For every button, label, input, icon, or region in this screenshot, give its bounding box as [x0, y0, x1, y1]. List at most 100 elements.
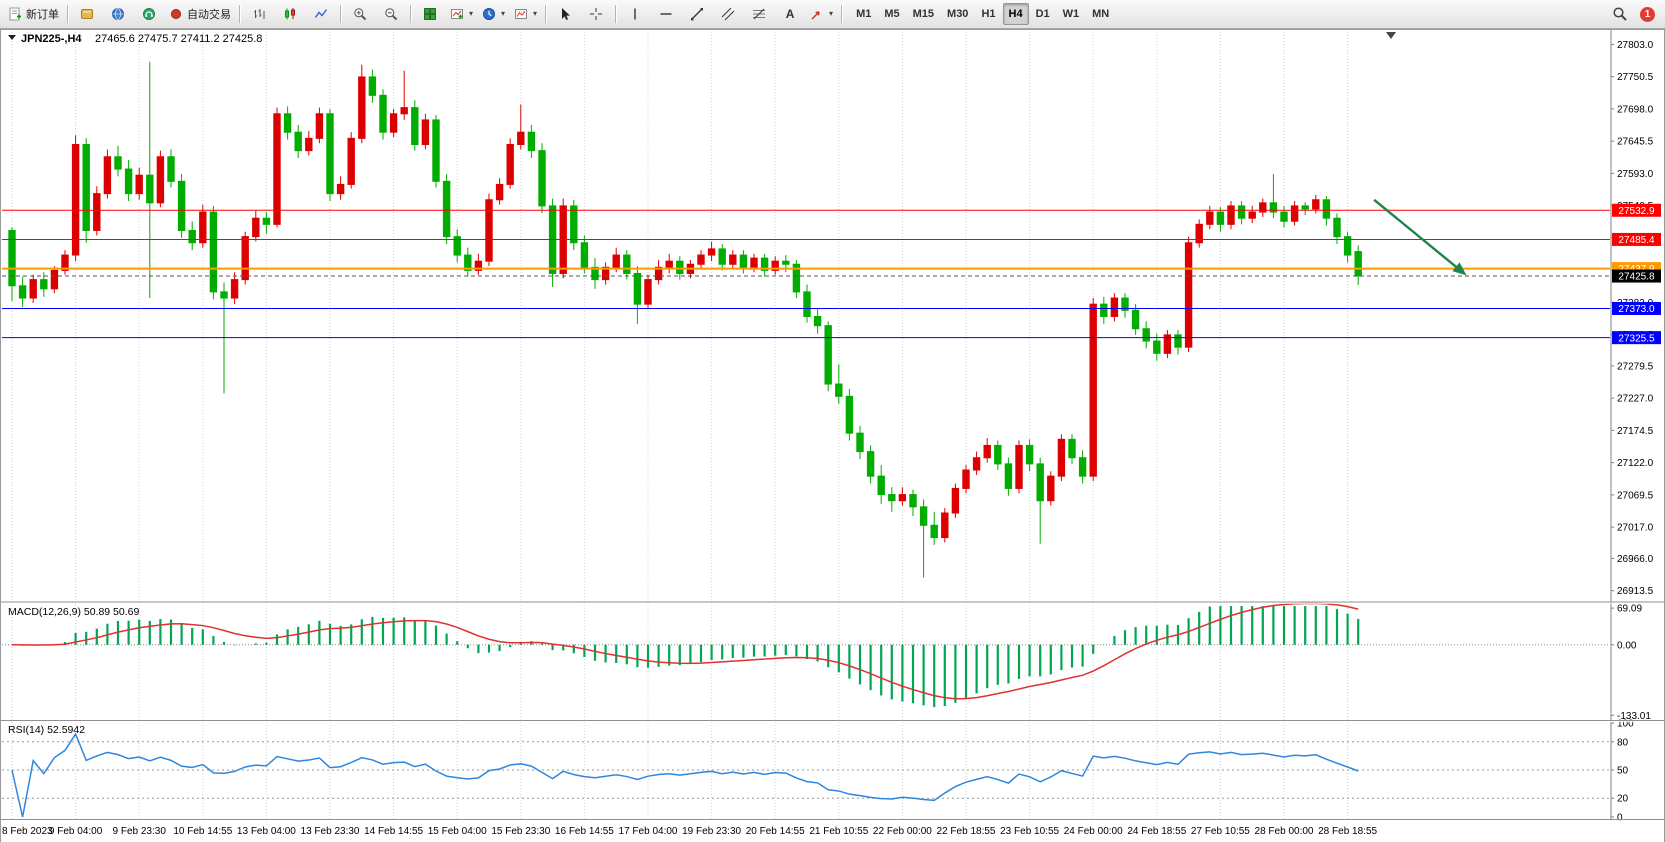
timeframe-h4[interactable]: H4 — [1002, 3, 1029, 25]
svg-text:27373.0: 27373.0 — [1618, 304, 1655, 315]
text-tool-icon: A — [785, 7, 795, 21]
collapse-triangle-icon — [8, 35, 16, 40]
text-tool-button[interactable]: A — [775, 2, 805, 26]
autotrading-button[interactable]: 自动交易 — [165, 2, 235, 26]
svg-text:27698.0: 27698.0 — [1617, 104, 1654, 115]
svg-text:27325.5: 27325.5 — [1618, 333, 1655, 344]
zoom-out-button[interactable] — [376, 2, 406, 26]
svg-text:26966.0: 26966.0 — [1617, 554, 1654, 565]
svg-text:28 Feb 18:55: 28 Feb 18:55 — [1318, 826, 1377, 837]
svg-text:28 Feb 00:00: 28 Feb 00:00 — [1255, 826, 1314, 837]
data-window-button[interactable] — [103, 2, 133, 26]
notification-badge[interactable]: 1 — [1640, 6, 1655, 22]
timeframe-m1[interactable]: M1 — [856, 8, 872, 20]
timeframe-h1[interactable]: H1 — [981, 8, 996, 20]
new-order-label: 新订单 — [26, 9, 59, 21]
fibonacci-tool-button[interactable] — [744, 2, 774, 26]
chart-window: JPN225-,H4 27465.6 27475.7 27411.2 27425.… — [0, 29, 1665, 842]
svg-text:19 Feb 23:30: 19 Feb 23:30 — [682, 826, 741, 837]
cursor-tool-button[interactable] — [550, 2, 580, 26]
chart-shift-marker-icon[interactable] — [1386, 32, 1396, 39]
vertical-line-tool-button[interactable] — [620, 2, 650, 26]
svg-text:100: 100 — [1617, 719, 1634, 730]
svg-text:20 Feb 14:55: 20 Feb 14:55 — [746, 826, 805, 837]
channel-tool-button[interactable] — [713, 2, 743, 26]
horizontal-level-lines[interactable] — [2, 209, 1610, 339]
timeframe-w1[interactable]: W1 — [1062, 8, 1080, 20]
zoom-in-button[interactable] — [345, 2, 375, 26]
market-watch-icon — [81, 9, 93, 19]
candlestick-chart-button[interactable] — [275, 2, 305, 26]
chart-canvas[interactable]: JPN225-,H4 27465.6 27475.7 27411.2 27425.… — [0, 29, 1665, 842]
svg-text:-133.01: -133.01 — [1617, 711, 1651, 722]
templates-button[interactable]: ▾ — [510, 2, 541, 26]
svg-text:27122.0: 27122.0 — [1617, 458, 1654, 469]
svg-text:27 Feb 10:55: 27 Feb 10:55 — [1191, 826, 1250, 837]
trendline-tool-button[interactable] — [682, 2, 712, 26]
chevron-down-icon: ▾ — [829, 9, 834, 18]
autotrading-icon — [171, 9, 181, 19]
toolbar-divider — [410, 5, 411, 23]
timeframe-m5[interactable]: M5 — [884, 8, 900, 20]
timeframe-m30[interactable]: M30 — [947, 8, 969, 20]
toolbar-divider — [239, 5, 240, 23]
crosshair-icon — [590, 8, 603, 20]
periods-button[interactable]: ▾ — [478, 2, 509, 26]
svg-text:22 Feb 00:00: 22 Feb 00:00 — [873, 826, 932, 837]
tile-windows-button[interactable] — [415, 2, 445, 26]
svg-text:14 Feb 14:55: 14 Feb 14:55 — [364, 826, 423, 837]
new-order-button[interactable]: 新订单 — [4, 2, 63, 26]
indicators-button[interactable]: ▾ — [446, 2, 477, 26]
market-watch-button[interactable] — [72, 2, 102, 26]
macd-label: MACD(12,26,9) 50.89 50.69 — [8, 606, 139, 618]
vertical-line-icon — [634, 8, 636, 20]
svg-text:27532.9: 27532.9 — [1618, 206, 1655, 217]
horizontal-line-tool-button[interactable] — [651, 2, 681, 26]
autotrading-label: 自动交易 — [187, 9, 231, 21]
navigator-button[interactable] — [134, 2, 164, 26]
svg-text:50: 50 — [1617, 766, 1629, 777]
svg-text:24 Feb 18:55: 24 Feb 18:55 — [1127, 826, 1186, 837]
svg-text:27279.5: 27279.5 — [1617, 361, 1654, 372]
svg-text:0.00: 0.00 — [1617, 640, 1637, 651]
svg-text:13 Feb 23:30: 13 Feb 23:30 — [301, 826, 360, 837]
toolbar-divider — [340, 5, 341, 23]
toolbar-divider — [545, 5, 547, 23]
arrow-shape-icon — [811, 11, 820, 20]
line-chart-button[interactable] — [306, 2, 336, 26]
chevron-down-icon: ▾ — [469, 9, 474, 18]
zoom-in-icon — [354, 8, 367, 21]
chevron-down-icon: ▾ — [501, 9, 506, 18]
svg-text:9 Feb 23:30: 9 Feb 23:30 — [113, 826, 167, 837]
timeframe-m15[interactable]: M15 — [912, 8, 935, 20]
timeframe-group: M1 M5 M15 M30 H1 H4 D1 W1 MN — [850, 3, 1115, 25]
timeframe-mn[interactable]: MN — [1092, 8, 1110, 20]
symbol-title: JPN225-,H4 — [21, 33, 82, 45]
svg-text:27645.5: 27645.5 — [1617, 137, 1654, 148]
fibonacci-icon — [753, 8, 766, 20]
arrows-tool-button[interactable]: ▾ — [806, 2, 837, 26]
new-order-icon — [9, 7, 21, 21]
toolbar-divider — [615, 5, 617, 23]
crosshair-tool-button[interactable] — [581, 2, 611, 26]
price-axis[interactable]: 27803.027750.527698.027645.527593.027540… — [1610, 29, 1665, 824]
svg-text:69.09: 69.09 — [1617, 604, 1642, 615]
rsi-line — [11, 732, 1359, 818]
chevron-down-icon: ▾ — [533, 9, 538, 18]
price-badge: 27532.9 — [1612, 203, 1661, 217]
toolbar-divider — [841, 5, 843, 23]
svg-text:10 Feb 14:55: 10 Feb 14:55 — [173, 826, 232, 837]
arrow-annotation[interactable] — [1373, 198, 1467, 276]
search-button[interactable] — [1605, 2, 1635, 26]
svg-text:27803.0: 27803.0 — [1617, 40, 1654, 51]
price-badge: 27425.8 — [1612, 269, 1661, 283]
timeframe-d1[interactable]: D1 — [1035, 8, 1050, 20]
svg-text:27750.5: 27750.5 — [1617, 72, 1654, 83]
headset-icon — [143, 8, 155, 20]
svg-text:27227.0: 27227.0 — [1617, 394, 1654, 405]
bar-chart-button[interactable] — [244, 2, 274, 26]
svg-text:26913.5: 26913.5 — [1617, 586, 1654, 597]
chart-plot-area[interactable] — [0, 29, 1611, 821]
